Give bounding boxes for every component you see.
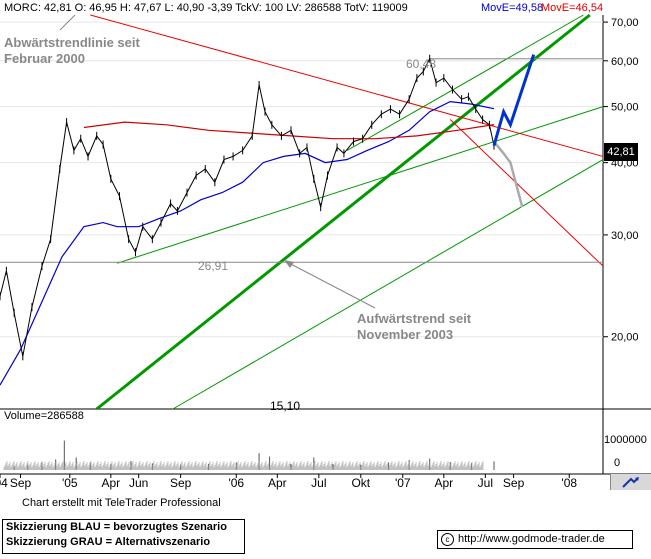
x-tick-label: '07 [395, 476, 411, 490]
y-tick-label: 70,00 [611, 17, 639, 29]
series-ma_red [83, 121, 495, 140]
x-tick-label: '06 [228, 476, 244, 490]
x-tick-label: Sep [503, 476, 525, 490]
x-tick-label: Jul [311, 476, 326, 490]
trendline-uptrend_parallel [346, 14, 584, 151]
uptrend-annotation-arrowhead [284, 260, 294, 268]
series-price [0, 57, 495, 357]
volume-axis-top: 1000000 [604, 434, 647, 446]
copyright-icon: c [441, 532, 454, 546]
trendline-uptrend_lower [172, 159, 604, 410]
source-url-box[interactable]: c http://www.godmode-trader.de [437, 530, 633, 549]
uptrend-annotation-line1: Aufwärtstrend seit [357, 311, 472, 326]
chart-zoom-icon [622, 477, 639, 488]
x-axis-ticks: '04Sep'05AprJunSep'06AprJulOkt'07AprJulS… [0, 474, 577, 490]
scenario-blue-path [492, 54, 536, 147]
trendline-downtrend [90, 14, 604, 157]
downtrend-annotation-pointer [59, 14, 76, 31]
series-ma_blue [0, 100, 495, 386]
volume-label: Volume=286588 [4, 410, 84, 422]
trendline-uptrend_main [95, 13, 591, 411]
source-url[interactable]: http://www.godmode-trader.de [458, 533, 605, 545]
x-tick-label: Apr [101, 476, 120, 490]
volume-bars [3, 440, 495, 470]
x-tick-label: Okt [351, 476, 370, 490]
scenario-legend: Skizzierung BLAU = bevorzugtes Szenario … [2, 519, 245, 554]
chart-nav-button[interactable] [610, 474, 651, 490]
x-tick-label: '04 [0, 476, 8, 490]
scenario-gray-path [493, 140, 524, 208]
x-tick-label: Sep [170, 476, 192, 490]
downtrend-annotation-line2: Februar 2000 [4, 51, 85, 66]
last-price-tag: 42,81 [604, 143, 638, 161]
legend-gray-scenario: Skizzierung GRAU = Alternativszenario [6, 536, 211, 548]
quote-text: C: 42,81 O: 46,95 H: 47,67 L: 40,90 -3,3… [30, 2, 408, 14]
support-price-label: 26,91 [198, 259, 228, 273]
x-tick-label: Apr [434, 476, 453, 490]
moving-averages [0, 100, 495, 386]
scenarios [492, 54, 536, 208]
price-series [0, 54, 495, 361]
uptrend-annotation-pointer [286, 261, 376, 309]
legend-blue-scenario: Skizzierung BLAU = bevorzugtes Szenario [6, 521, 227, 533]
x-tick-label: Jun [129, 476, 148, 490]
x-tick-label: '08 [561, 476, 577, 490]
downtrend-annotation-line1: Abwärtstrendlinie seit [4, 35, 140, 50]
y-tick-label: 50,00 [611, 102, 639, 114]
x-tick-label: Apr [268, 476, 287, 490]
uptrend-annotation-line2: November 2003 [357, 327, 453, 342]
x-tick-label: Jul [478, 476, 493, 490]
chart-symbol: MOR [4, 2, 30, 14]
volume-axis-zero: 0 [614, 457, 620, 469]
ma1-legend: MovE=49,58 [481, 2, 543, 14]
x-tick-label: Sep [10, 476, 32, 490]
low-price-label: 15,10 [270, 399, 300, 413]
x-tick-label: '05 [62, 476, 78, 490]
footer-caption: Chart erstellt mit TeleTrader Profession… [22, 497, 221, 509]
ma2-legend: MovE=46,54 [541, 2, 603, 14]
y-tick-label: 60,00 [611, 56, 639, 68]
y-tick-label: 20,00 [611, 332, 639, 344]
trendline-downtrend_parallel [449, 119, 604, 267]
grid [0, 21, 603, 338]
high-price-label: 60,48 [406, 57, 436, 71]
trendline-uptrend_support [117, 106, 604, 264]
y-tick-label: 30,00 [611, 230, 639, 242]
trendlines [0, 13, 604, 411]
